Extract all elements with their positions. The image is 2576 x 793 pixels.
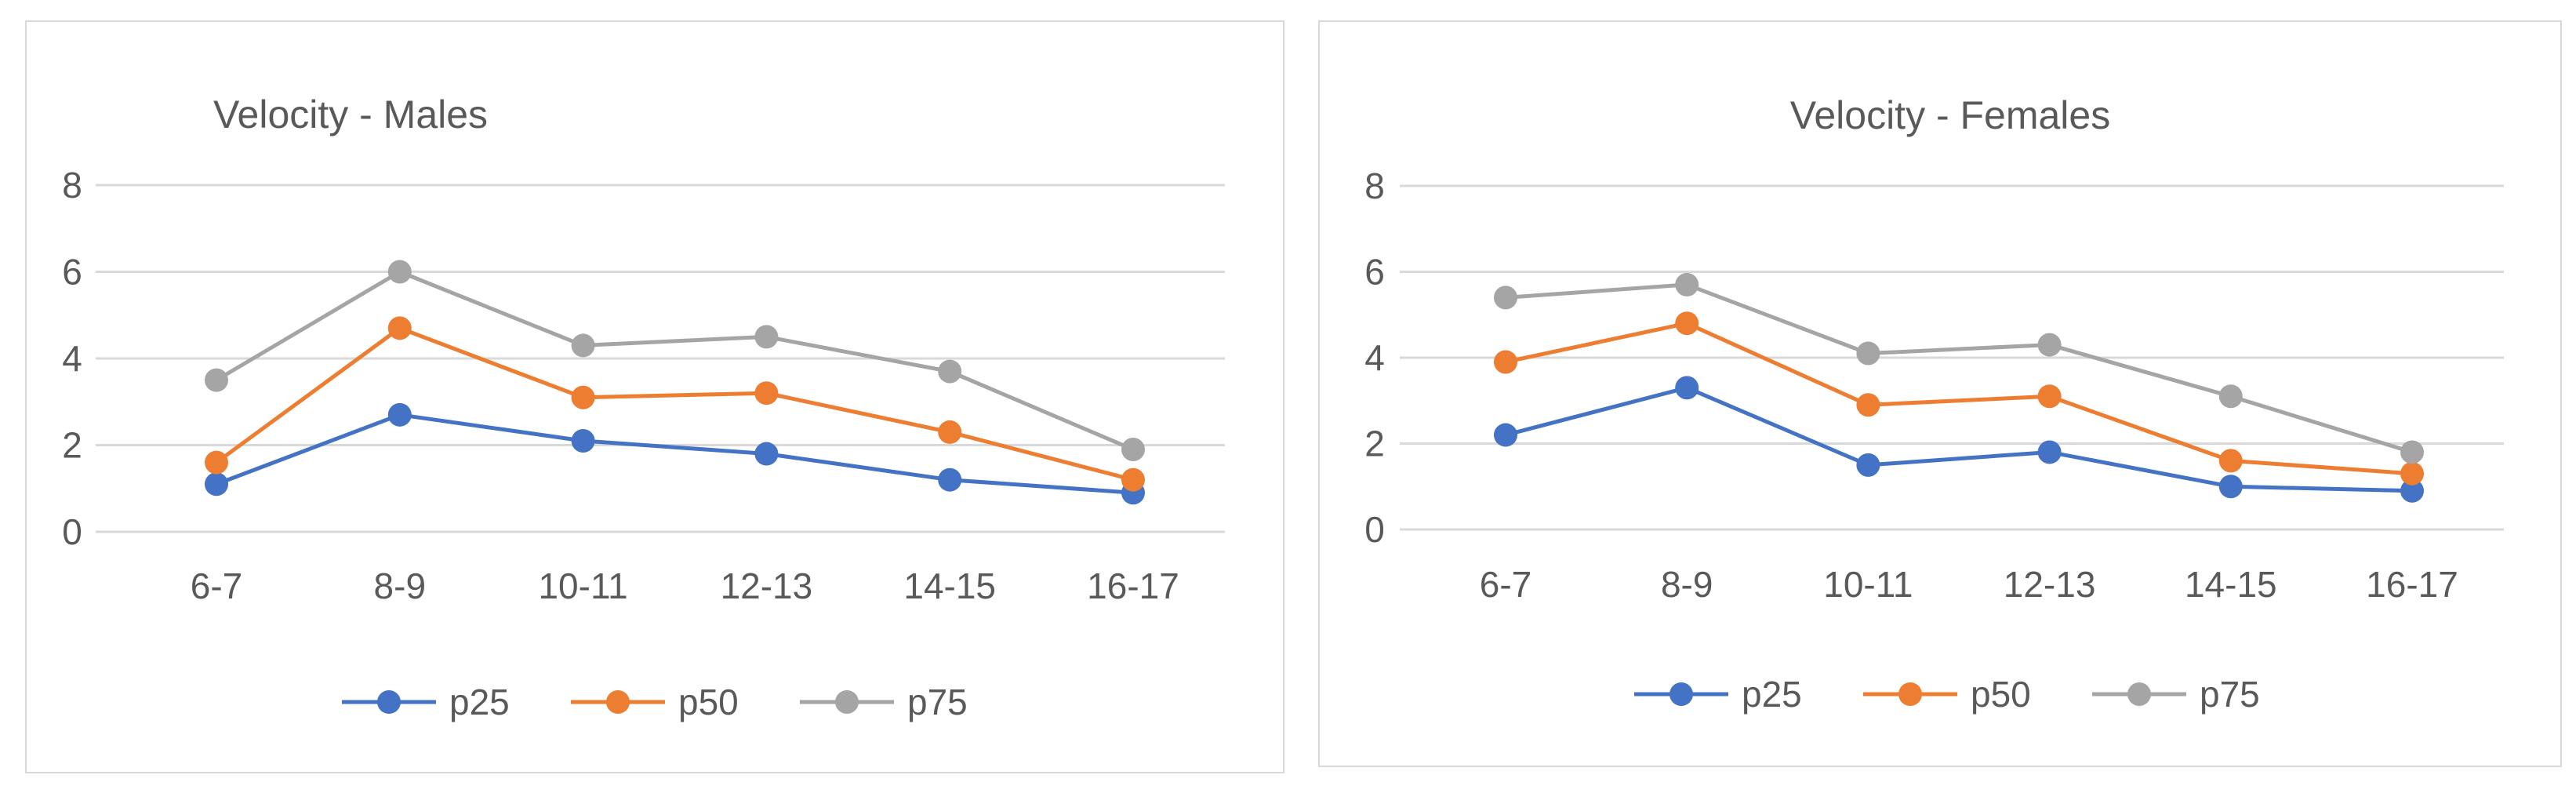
data-point — [571, 385, 595, 409]
data-point — [754, 442, 779, 466]
chart-males: Velocity - Males 0 2 4 6 8 6-7 8-9 10-11 12-13 14-… — [62, 93, 1225, 722]
data-point — [2218, 384, 2243, 409]
legend-marker-icon — [377, 690, 401, 714]
data-point — [1856, 453, 1880, 477]
y-tick-label: 2 — [1364, 424, 1385, 464]
y-gridlines — [1400, 184, 2504, 531]
y-tick-label: 8 — [1364, 166, 1385, 206]
chart-title: Velocity - Males — [213, 93, 488, 136]
legend-item-p75: p75 — [800, 682, 968, 722]
data-point — [938, 359, 962, 384]
legend-marker-icon — [2127, 682, 2151, 706]
data-point — [2218, 475, 2243, 499]
x-tick-label: 14-15 — [2185, 564, 2277, 605]
x-tick-label: 16-17 — [1087, 566, 1179, 606]
legend-marker-icon — [1669, 682, 1693, 706]
data-point — [1494, 423, 1517, 447]
legend: p25 p50 p75 — [1634, 674, 2260, 715]
x-tick-label: 14-15 — [903, 566, 996, 606]
data-point — [754, 325, 779, 349]
data-point — [387, 316, 412, 340]
chart-title: Velocity - Females — [1790, 93, 2110, 137]
data-point — [2037, 440, 2062, 464]
legend-item-p25: p25 — [342, 682, 510, 722]
legend-item-p25: p25 — [1634, 674, 1802, 715]
series-p50 — [1494, 311, 2424, 486]
series-p25 — [205, 402, 1145, 505]
legend-label: p25 — [1742, 674, 1802, 715]
y-tick-label: 8 — [62, 165, 82, 206]
series-p50 — [205, 316, 1145, 492]
series-line-p25 — [1503, 385, 2414, 493]
legend-label: p75 — [2200, 674, 2260, 715]
series-line-p50 — [1503, 321, 2414, 476]
series-line-p25 — [214, 413, 1135, 495]
x-tick-label: 8-9 — [374, 566, 426, 606]
data-point — [1856, 341, 1880, 366]
data-point — [2400, 461, 2424, 486]
data-point — [1494, 286, 1517, 310]
x-tick-label: 12-13 — [721, 566, 813, 606]
legend-marker-icon — [1898, 682, 1922, 706]
y-tick-label: 6 — [1364, 252, 1385, 293]
series-p75 — [205, 260, 1145, 462]
legend-marker-icon — [835, 690, 859, 714]
chart-panel-females: Velocity - Females 0 2 4 6 8 6-7 8-9 10-11 12-13 1… — [1318, 20, 2562, 767]
y-tick-label: 4 — [62, 338, 82, 379]
x-tick-label: 6-7 — [191, 566, 242, 606]
data-point — [2218, 449, 2243, 473]
chart-females: Velocity - Females 0 2 4 6 8 6-7 8-9 10-11 12-13 1… — [1364, 93, 2504, 715]
series-line-p75 — [214, 270, 1135, 452]
y-tick-label: 0 — [62, 511, 82, 552]
legend: p25 p50 p75 — [342, 682, 968, 722]
x-tick-label: 10-11 — [1823, 564, 1913, 605]
data-point — [205, 472, 228, 497]
series-line-p50 — [214, 326, 1135, 482]
legend-label: p75 — [907, 682, 968, 722]
legend-label: p25 — [449, 682, 510, 722]
legend-item-p75: p75 — [2092, 674, 2260, 715]
y-tick-label: 6 — [62, 252, 82, 293]
series-p75 — [1494, 272, 2424, 464]
legend-label: p50 — [1971, 674, 2031, 715]
legend-marker-icon — [606, 690, 630, 714]
legend-item-p50: p50 — [1863, 674, 2031, 715]
data-point — [938, 467, 962, 492]
series-p25 — [1494, 376, 2424, 503]
data-point — [2037, 384, 2062, 409]
series-line-p75 — [1503, 282, 2414, 454]
data-point — [1675, 376, 1699, 400]
y-tick-label: 2 — [62, 425, 82, 466]
x-tick-label: 16-17 — [2366, 564, 2458, 605]
y-tick-label: 0 — [1364, 509, 1385, 550]
data-point — [2400, 440, 2424, 464]
data-point — [1675, 311, 1699, 336]
x-tick-label: 10-11 — [538, 566, 627, 606]
data-point — [571, 428, 595, 453]
data-point — [1494, 350, 1517, 374]
x-tick-label: 12-13 — [2004, 564, 2096, 605]
data-point — [754, 381, 779, 406]
data-point — [1121, 438, 1145, 462]
chart-panel-males: Velocity - Males 0 2 4 6 8 6-7 8-9 10-11 12-13 14-… — [25, 20, 1284, 773]
data-point — [2037, 333, 2062, 357]
data-point — [1856, 393, 1880, 417]
y-tick-label: 4 — [1364, 337, 1385, 378]
x-tick-label: 6-7 — [1480, 564, 1531, 605]
data-point — [1121, 467, 1145, 492]
data-point — [205, 368, 228, 392]
data-point — [205, 450, 228, 475]
x-tick-label: 8-9 — [1661, 564, 1713, 605]
legend-item-p50: p50 — [571, 682, 739, 722]
legend-label: p50 — [678, 682, 739, 722]
data-point — [2400, 478, 2424, 503]
data-point — [1675, 272, 1699, 296]
data-point — [571, 333, 595, 358]
y-gridlines — [96, 184, 1225, 533]
data-point — [938, 420, 962, 444]
data-point — [387, 402, 412, 427]
data-point — [387, 260, 412, 284]
